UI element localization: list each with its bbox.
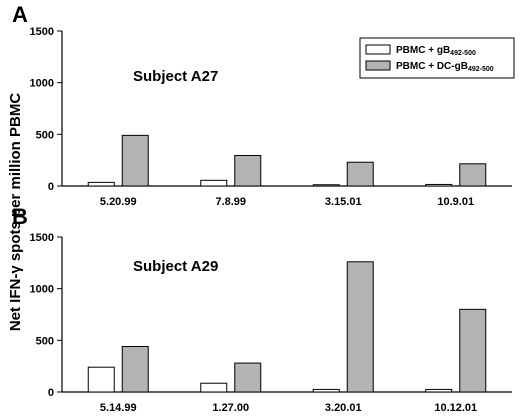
bar — [459, 163, 487, 187]
bar — [200, 179, 228, 187]
y-axis-label: Net IFN-γ spots per million PBMC — [7, 93, 24, 332]
y-tick-label: 0 — [48, 181, 54, 193]
panel-b: B Subject A29 0 500 1000 1500 5.14.99 1.27.00… — [12, 204, 512, 414]
bar — [200, 382, 228, 393]
bar — [459, 308, 487, 393]
bar — [346, 261, 374, 393]
bar — [346, 161, 374, 187]
subject-title-a: Subject A27 — [133, 68, 218, 85]
y-tick-label: 500 — [36, 129, 54, 141]
y-tick-label: 1000 — [30, 284, 54, 296]
panel-letter-a: A — [12, 2, 28, 27]
y-tick-label: 1500 — [30, 26, 54, 38]
panel-a: A Subject A27 0 500 1000 1500 5.20.99 7.8.99 3… — [12, 2, 512, 208]
subject-title-b: Subject A29 — [133, 258, 218, 275]
x-tick-label: 3.15.01 — [325, 196, 362, 208]
x-tick-label: 7.8.99 — [215, 196, 246, 208]
bar — [312, 184, 340, 187]
bar — [312, 388, 340, 393]
plot-area-b: 0 500 1000 1500 5.14.99 1.27.00 3.20.01 10.12.0… — [30, 232, 512, 414]
x-tick-label: 5.14.99 — [100, 402, 137, 414]
y-tick-label: 500 — [36, 335, 54, 347]
bar — [87, 181, 115, 187]
panel-letter-b: B — [12, 204, 28, 229]
bar — [425, 183, 453, 187]
bar — [121, 134, 149, 187]
x-tick-label: 10.9.01 — [437, 196, 474, 208]
legend-label-dc-gb: PBMC + DC-gB492-500 — [396, 61, 494, 73]
x-tick-label: 1.27.00 — [212, 402, 249, 414]
bar — [87, 366, 115, 393]
y-tick-label: 1000 — [30, 78, 54, 90]
legend-swatch-dc-gb — [365, 60, 391, 71]
plot-area-a: 0 500 1000 1500 5.20.99 7.8.99 3.15.01 10.9.01 — [30, 26, 512, 208]
bar — [234, 362, 262, 393]
y-tick-label: 0 — [48, 387, 54, 399]
bar — [234, 155, 262, 187]
x-tick-label: 5.20.99 — [100, 196, 137, 208]
legend: PBMC + gB492-500 PBMC + DC-gB492-500 — [359, 37, 515, 79]
bar — [121, 346, 149, 393]
y-tick-label: 1500 — [30, 232, 54, 244]
x-tick-label: 3.20.01 — [325, 402, 362, 414]
x-tick-label: 10.12.01 — [434, 402, 477, 414]
bar — [425, 388, 453, 393]
legend-label-gb: PBMC + gB492-500 — [396, 45, 476, 57]
legend-swatch-gb — [365, 44, 391, 55]
